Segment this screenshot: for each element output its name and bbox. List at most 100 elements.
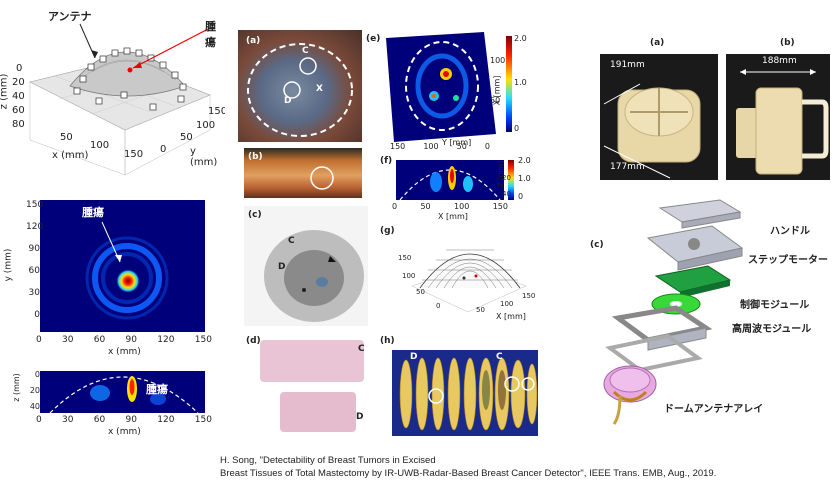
z-tick: 20 [29, 386, 40, 395]
x-tick: 60 [93, 335, 106, 345]
z-axis-label: z (mm) [11, 373, 21, 402]
svg-text:0: 0 [160, 144, 166, 155]
panel-c-letter: (c) [248, 210, 262, 220]
svg-text:0: 0 [16, 63, 22, 74]
svg-text:100: 100 [90, 140, 109, 151]
x-tick: 150 [194, 415, 212, 425]
f-x-label: X [mm] [438, 212, 468, 221]
tumor-label-top: 腫瘍 [205, 20, 216, 49]
tumor-label-bottom: 腫瘍 [146, 383, 168, 396]
mark-c: C [496, 352, 503, 362]
motor-plate [646, 225, 744, 271]
exploded-view [590, 196, 780, 426]
svg-text:40: 40 [12, 91, 25, 102]
e-y-tick: 50 [456, 142, 467, 151]
tumor-label-mid: 腫瘍 [82, 206, 104, 219]
panel-c-xray: (c) C D [244, 206, 368, 326]
right-panel-c-letter: (c) [590, 240, 604, 250]
lower-frame [605, 333, 703, 373]
slice-area: 腫瘍 [40, 371, 205, 413]
x-tick: 30 [62, 415, 74, 425]
panel-e-letter: (e) [366, 34, 381, 44]
e-x-label: X [mm] [492, 75, 502, 106]
g-x-label: X [mm] [496, 312, 526, 321]
svg-text:60: 60 [12, 105, 25, 116]
device-photo-side: 188mm [726, 54, 830, 180]
mark-d: D [410, 352, 418, 362]
x-tick: 0 [36, 335, 42, 345]
panel-d-histology: (d) C D [244, 332, 368, 440]
svg-text:50: 50 [180, 132, 193, 143]
mark-c: C [358, 344, 365, 354]
y-tick: 90 [28, 244, 40, 254]
panel-b-slice-photo: (b) [244, 148, 362, 198]
svg-text:150: 150 [124, 149, 143, 160]
g-tick: 0 [436, 302, 441, 310]
e-colorbar-tick: 1.0 [514, 78, 527, 87]
y-tick: 150 [26, 200, 44, 210]
control-label: 制御モジュール [740, 300, 810, 311]
dome-antenna-array [603, 365, 657, 425]
panel-d-letter: (d) [246, 336, 261, 346]
mark-d: D [278, 262, 286, 272]
svg-text:150: 150 [208, 106, 225, 117]
dome-label: ドームアンテナアレイ [664, 404, 764, 415]
f-z-tick: 40 [502, 190, 511, 198]
y-axis-label: y (mm) [3, 248, 14, 282]
panel-a-letter: (a) [246, 36, 261, 46]
f-z-tick: 20 [502, 174, 511, 182]
dim-188: 188mm [762, 56, 797, 66]
x-tick: 90 [125, 335, 137, 345]
control-board [654, 265, 732, 298]
svg-text:80: 80 [12, 119, 25, 130]
e-colorbar-tick: 2.0 [514, 34, 527, 43]
dim-177: 177mm [610, 162, 645, 172]
z-axis-label: z (mm) [0, 73, 10, 110]
z-tick: 40 [29, 402, 40, 411]
svg-text:20: 20 [12, 77, 25, 88]
frame-ring [611, 305, 713, 351]
antenna-label: アンテナ [48, 10, 92, 23]
panel-e-heatmap: (e) 2.0 1.0 0 100 50 X [mm] 150 100 50 0… [366, 22, 532, 152]
right-panel-a-letter: (a) [650, 38, 665, 48]
dim-191: 191mm [610, 60, 645, 70]
g-tick: 50 [416, 288, 425, 296]
heatmap-area: 腫瘍 [40, 200, 205, 332]
tumor-dot [127, 67, 133, 73]
y-tick: 0 [34, 310, 40, 320]
f-colorbar-tick: 2.0 [518, 156, 531, 165]
panel-g-mesh: (g) 150 100 50 0 50 100 150 X [mm] [376, 226, 540, 332]
f-x-tick: 100 [454, 202, 470, 211]
x-tick: 0 [36, 415, 42, 425]
mark-c: C [302, 46, 309, 56]
mark-d: D [356, 412, 364, 422]
x-axis-label: x (mm) [108, 347, 141, 357]
panel-a-tissue-photo: (a) C D X [238, 30, 362, 142]
f-x-tick: 50 [420, 202, 431, 211]
svg-text:100: 100 [196, 120, 215, 131]
citation-line-1: H. Song, "Detectability of Breast Tumors… [220, 455, 436, 466]
motor-label: ステップモーター [748, 255, 828, 266]
panel-g-letter: (g) [380, 226, 395, 236]
left-mid-heatmap: 腫瘍 150 120 90 60 30 0 y (mm) 0 30 60 90 … [0, 190, 220, 360]
panel-h-letter: (h) [380, 336, 395, 346]
f-colorbar-tick: 1.0 [518, 174, 531, 183]
left-bottom-slice: 腫瘍 0 20 40 z (mm) 0 30 60 90 120 150 x (… [0, 365, 220, 440]
y-axis-label: y (mm) [190, 146, 218, 168]
right-panel-b-letter: (b) [780, 38, 795, 48]
svg-text:50: 50 [60, 132, 73, 143]
mark-d: D [284, 96, 292, 106]
antenna-markers [73, 47, 187, 111]
x-tick: 90 [125, 415, 137, 425]
z-tick: 0 [34, 370, 40, 379]
f-colorbar-tick: 0 [518, 192, 524, 201]
e-y-tick: 150 [390, 142, 406, 151]
x-axis-label: x (mm) [108, 427, 141, 437]
panel-h-tissue-slices: (h) D C [380, 336, 540, 436]
e-y-tick: 100 [423, 142, 439, 151]
y-tick: 30 [28, 288, 40, 298]
e-right-tick: 100 [490, 56, 506, 65]
x-tick: 60 [93, 415, 106, 425]
mark-x: X [316, 84, 323, 94]
